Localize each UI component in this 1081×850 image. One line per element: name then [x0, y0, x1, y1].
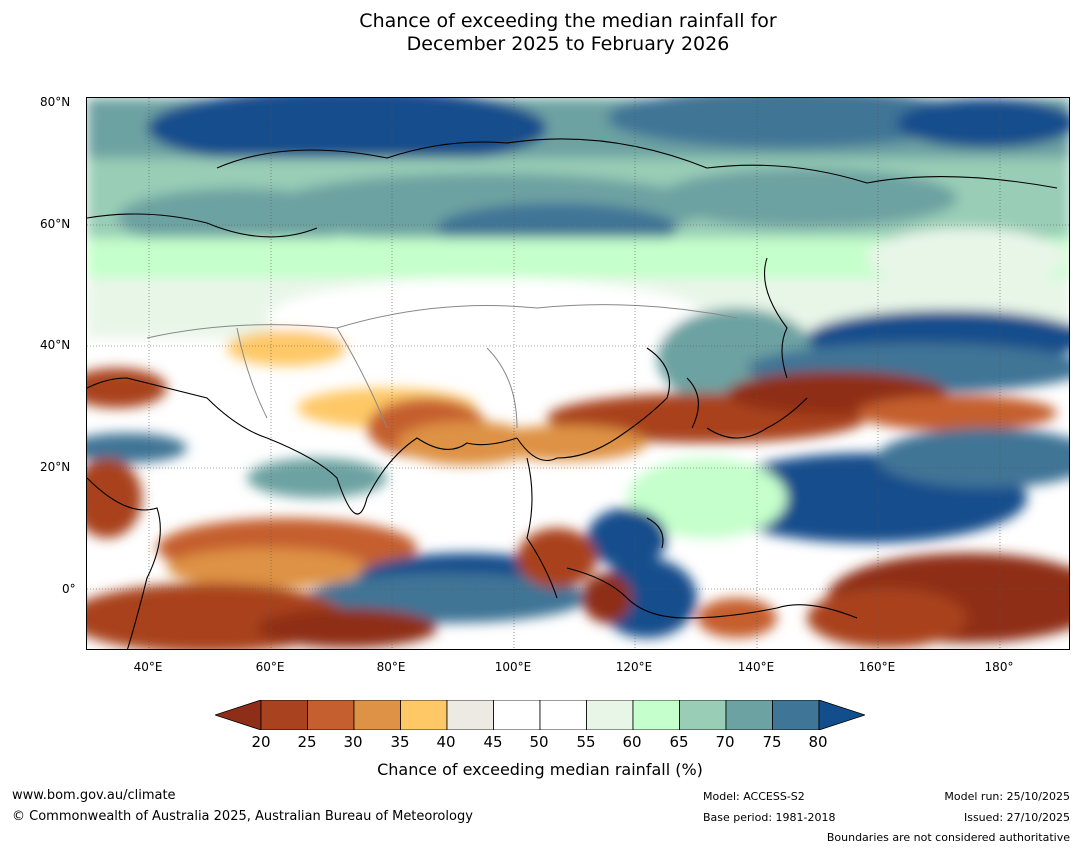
lat-label-80n: 80°N	[40, 95, 71, 109]
probability-field	[87, 98, 1069, 649]
lon-label-160e: 160°E	[858, 660, 896, 674]
footer-copyright: © Commonwealth of Australia 2025, Austra…	[12, 809, 473, 824]
colorbar-cell	[679, 700, 727, 730]
colorbar-cell	[725, 700, 773, 730]
colorbar-tick-20: 20	[251, 733, 271, 751]
graticule	[87, 98, 1069, 649]
colorbar-cell	[260, 700, 308, 730]
coastlines	[87, 138, 1058, 649]
footer-base-period: Base period: 1981-2018	[703, 811, 836, 824]
colorbar-tick-40: 40	[436, 733, 456, 751]
lat-label-60n: 60°N	[40, 217, 71, 231]
rainfall-outlook-map	[86, 97, 1070, 650]
footer-disclaimer: Boundaries are not considered authoritat…	[826, 831, 1070, 844]
colorbar-tick-70: 70	[715, 733, 735, 751]
footer-model: Model: ACCESS-S2	[703, 790, 805, 803]
colorbar-cell	[772, 700, 820, 730]
country-borders	[146, 304, 738, 429]
map-title: Chance of exceeding the median rainfall …	[0, 10, 1081, 56]
colorbar	[215, 700, 865, 730]
colorbar-tick-45: 45	[483, 733, 503, 751]
colorbar-cell	[307, 700, 355, 730]
lat-label-0: 0°	[62, 582, 76, 596]
footer-model-run: Model run: 25/10/2025	[944, 790, 1070, 803]
lon-label-80e: 80°E	[376, 660, 406, 674]
colorbar-tick-75: 75	[762, 733, 782, 751]
colorbar-cells	[260, 700, 820, 730]
footer-url: www.bom.gov.au/climate	[12, 788, 176, 803]
colorbar-tick-35: 35	[390, 733, 410, 751]
colorbar-cell	[353, 700, 401, 730]
title-line-2: December 2025 to February 2026	[406, 33, 730, 55]
lat-label-20n: 20°N	[40, 460, 71, 474]
lat-label-40n: 40°N	[40, 338, 71, 352]
footer-issued: Issued: 27/10/2025	[963, 811, 1070, 824]
colorbar-cell	[539, 700, 587, 730]
colorbar-cell	[493, 700, 541, 730]
lon-label-180: 180°	[984, 660, 1014, 674]
lon-label-100e: 100°E	[494, 660, 532, 674]
colorbar-tick-80: 80	[808, 733, 828, 751]
colorbar-cell	[446, 700, 494, 730]
lon-label-120e: 120°E	[615, 660, 653, 674]
lon-label-140e: 140°E	[737, 660, 775, 674]
colorbar-tick-30: 30	[343, 733, 363, 751]
colorbar-tick-55: 55	[576, 733, 596, 751]
colorbar-tick-65: 65	[669, 733, 689, 751]
map-svg	[87, 98, 1069, 649]
colorbar-tick-50: 50	[529, 733, 549, 751]
colorbar-cell	[586, 700, 634, 730]
colorbar-extend-low	[215, 700, 262, 730]
colorbar-label: Chance of exceeding median rainfall (%)	[377, 760, 703, 779]
colorbar-tick-25: 25	[297, 733, 317, 751]
colorbar-cell	[400, 700, 448, 730]
lon-label-40e: 40°E	[133, 660, 163, 674]
colorbar-tick-60: 60	[622, 733, 642, 751]
colorbar-cell	[632, 700, 680, 730]
lon-label-60e: 60°E	[255, 660, 285, 674]
colorbar-extend-high	[818, 700, 865, 730]
title-line-1: Chance of exceeding the median rainfall …	[359, 10, 777, 32]
